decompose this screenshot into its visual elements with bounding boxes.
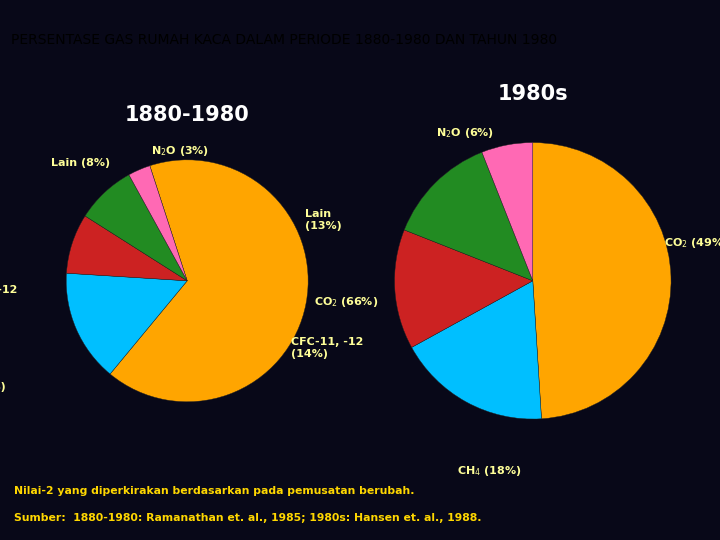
Text: Lain (8%): Lain (8%): [51, 158, 110, 168]
Text: CH$_4$
(15%): CH$_4$ (15%): [0, 366, 6, 391]
Wedge shape: [66, 216, 187, 281]
Wedge shape: [85, 175, 187, 281]
Wedge shape: [110, 160, 308, 402]
Wedge shape: [66, 273, 187, 374]
Wedge shape: [412, 281, 541, 419]
Text: Lain
(13%): Lain (13%): [305, 210, 341, 231]
Text: PERSENTASE GAS RUMAH KACA DALAM PERIODE 1880-1980 DAN TAHUN 1980: PERSENTASE GAS RUMAH KACA DALAM PERIODE …: [11, 32, 557, 46]
Text: CFC-11, -12
(8%): CFC-11, -12 (8%): [0, 286, 18, 307]
Wedge shape: [533, 143, 671, 418]
Text: CO$_2$ (66%): CO$_2$ (66%): [314, 295, 379, 309]
Text: CO$_2$ (49%): CO$_2$ (49%): [664, 236, 720, 250]
Wedge shape: [129, 166, 187, 281]
Title: 1980s: 1980s: [498, 84, 568, 104]
Text: N$_2$O (3%): N$_2$O (3%): [151, 144, 209, 158]
Wedge shape: [482, 143, 533, 281]
Text: CH$_4$ (18%): CH$_4$ (18%): [456, 464, 521, 478]
Text: Nilai-2 yang diperkirakan berdasarkan pada pemusatan berubah.: Nilai-2 yang diperkirakan berdasarkan pa…: [14, 486, 415, 496]
Text: Sumber:  1880-1980: Ramanathan et. al., 1985; 1980s: Hansen et. al., 1988.: Sumber: 1880-1980: Ramanathan et. al., 1…: [14, 513, 482, 523]
Text: N$_2$O (6%): N$_2$O (6%): [436, 126, 494, 140]
Title: 1880-1980: 1880-1980: [125, 105, 250, 125]
Text: CFC-11, -12
(14%): CFC-11, -12 (14%): [291, 338, 364, 359]
Wedge shape: [395, 230, 533, 347]
Wedge shape: [404, 152, 533, 281]
